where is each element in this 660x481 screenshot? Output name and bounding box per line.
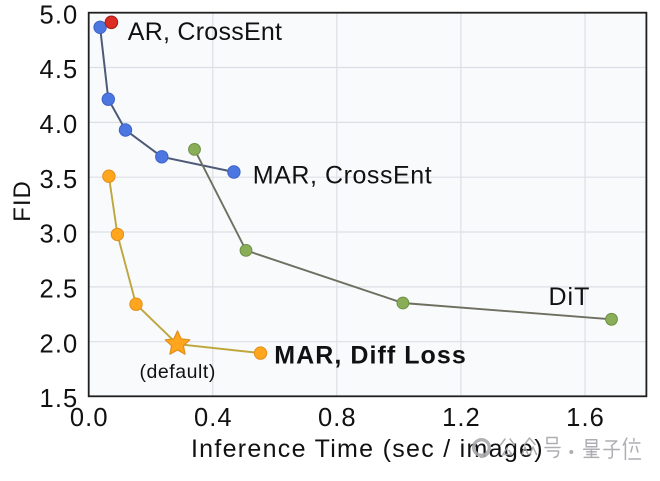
svg-text:2.0: 2.0 [40,330,79,358]
svg-text:AR, CrossEnt: AR, CrossEnt [128,18,282,46]
svg-text:Inference Time (sec / image): Inference Time (sec / image) [191,435,544,463]
svg-text:(default): (default) [139,361,216,383]
svg-text:3.0: 3.0 [40,221,79,249]
svg-text:3.5: 3.5 [40,166,79,194]
svg-text:1.2: 1.2 [442,404,481,432]
svg-text:FID: FID [9,180,36,222]
svg-text:DiT: DiT [549,283,591,311]
svg-text:2.5: 2.5 [40,276,79,304]
svg-text:MAR, CrossEnt: MAR, CrossEnt [253,161,432,189]
svg-text:5.0: 5.0 [40,1,79,29]
svg-text:0.8: 0.8 [318,404,357,432]
svg-text:4.0: 4.0 [40,111,79,139]
svg-text:MAR, Diff Loss: MAR, Diff Loss [274,341,466,369]
svg-text:0.0: 0.0 [70,404,109,432]
svg-text:4.5: 4.5 [40,56,79,84]
svg-text:1.5: 1.5 [40,385,79,413]
svg-text:0.4: 0.4 [194,404,233,432]
svg-text:1.6: 1.6 [566,404,605,432]
